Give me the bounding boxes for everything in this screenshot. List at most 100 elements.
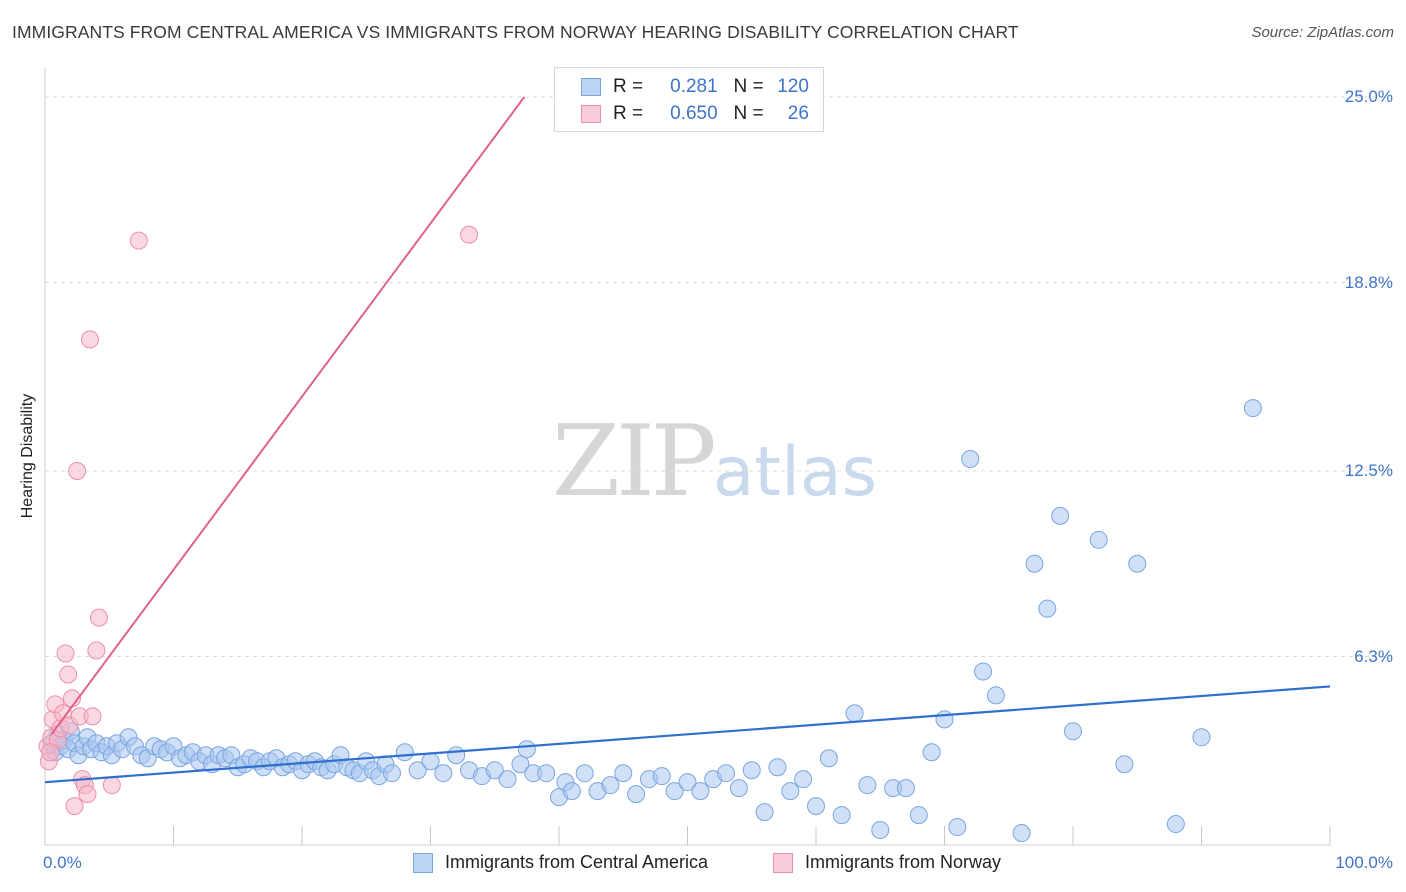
source-label: Source: ZipAtlas.com bbox=[1251, 24, 1394, 41]
pink-legend-icon bbox=[773, 852, 793, 873]
r-value: 0.281 bbox=[670, 76, 718, 97]
axes bbox=[44, 68, 1331, 846]
central-america-point bbox=[909, 806, 928, 825]
central-america-point bbox=[922, 743, 941, 762]
x-tick-label-min: 0.0% bbox=[43, 853, 82, 872]
central-america-point bbox=[614, 764, 633, 783]
central-america-point bbox=[1192, 728, 1211, 747]
trend-lines bbox=[44, 96, 1331, 784]
central-america-point bbox=[986, 686, 1005, 705]
norway-point bbox=[65, 797, 84, 816]
central-america-point bbox=[742, 761, 761, 780]
central-america-point bbox=[1038, 599, 1057, 618]
legend-item-central-america: Immigrants from Central America bbox=[413, 852, 708, 873]
central-america-point bbox=[408, 761, 427, 780]
n-value: 26 bbox=[782, 103, 809, 124]
norway-point bbox=[83, 707, 102, 726]
central-america-point bbox=[755, 803, 774, 822]
central-america-point bbox=[935, 710, 954, 729]
central-america-point bbox=[832, 806, 851, 825]
central-america-point bbox=[896, 779, 915, 798]
central-america-point bbox=[562, 782, 581, 801]
blue-legend-icon bbox=[413, 852, 433, 873]
central-america-point bbox=[768, 758, 787, 777]
central-america-point bbox=[1128, 554, 1147, 573]
n-value: 120 bbox=[777, 76, 809, 97]
central-america-point bbox=[691, 782, 710, 801]
central-america-point bbox=[1166, 815, 1185, 834]
x-tick-label-max: 100.0% bbox=[1335, 853, 1393, 872]
central-america-points bbox=[42, 399, 1262, 843]
central-america-point bbox=[1025, 554, 1044, 573]
central-america-point bbox=[781, 782, 800, 801]
y-tick-label: 12.5% bbox=[1344, 461, 1393, 480]
chart-title: IMMIGRANTS FROM CENTRAL AMERICA VS IMMIG… bbox=[12, 22, 1019, 42]
blue-swatch-icon bbox=[581, 78, 601, 96]
norway-point bbox=[89, 608, 108, 627]
central-america-point bbox=[948, 818, 967, 837]
n-label: N = bbox=[733, 103, 764, 124]
central-america-point bbox=[382, 764, 401, 783]
central-america-point bbox=[1243, 399, 1262, 418]
norway-point bbox=[68, 462, 87, 480]
central-america-point bbox=[1089, 530, 1108, 549]
norway-point bbox=[460, 225, 479, 244]
central-america-point bbox=[537, 764, 556, 783]
central-america-point bbox=[1051, 506, 1070, 525]
central-america-point bbox=[717, 764, 736, 783]
central-america-point bbox=[819, 749, 838, 768]
n-label: N = bbox=[733, 76, 764, 97]
legend-label-norway: Immigrants from Norway bbox=[805, 852, 1002, 872]
norway-point bbox=[129, 231, 148, 250]
central-america-point bbox=[511, 755, 530, 774]
correlation-legend: R = 0.281 N = 120 R = 0.650 N = 26 bbox=[554, 67, 824, 132]
norway-point bbox=[80, 330, 99, 349]
central-america-point bbox=[485, 761, 504, 780]
r-label: R = bbox=[613, 76, 644, 97]
central-america-point bbox=[447, 746, 466, 765]
central-america-point bbox=[1115, 755, 1134, 774]
legend-item-norway: Immigrants from Norway bbox=[773, 852, 1001, 873]
norway-trend-line bbox=[50, 96, 526, 735]
central-america-point bbox=[1064, 722, 1082, 741]
central-america-point bbox=[575, 764, 594, 783]
central-america-point bbox=[434, 764, 453, 783]
r-value: 0.650 bbox=[670, 103, 718, 124]
norway-point bbox=[87, 641, 106, 660]
central-america-point bbox=[421, 752, 440, 771]
legend-row-norway: R = 0.650 N = 26 bbox=[581, 102, 809, 126]
norway-point bbox=[102, 776, 121, 795]
r-label: R = bbox=[613, 103, 644, 124]
legend-label-central-america: Immigrants from Central America bbox=[445, 852, 709, 872]
norway-points bbox=[38, 225, 479, 816]
y-tick-label: 18.8% bbox=[1344, 272, 1393, 292]
grid-lines bbox=[45, 96, 1390, 658]
norway-point bbox=[41, 743, 60, 762]
central-america-point bbox=[627, 785, 646, 804]
pink-swatch-icon bbox=[581, 105, 601, 123]
central-america-point bbox=[517, 740, 536, 759]
central-america-point bbox=[498, 770, 517, 789]
central-america-point bbox=[858, 776, 877, 795]
central-america-point bbox=[665, 782, 684, 801]
central-america-point bbox=[807, 797, 825, 816]
central-america-trend-line bbox=[44, 685, 1331, 784]
central-america-point bbox=[961, 450, 980, 469]
central-america-point bbox=[845, 704, 864, 723]
y-axis-label: Hearing Disability bbox=[19, 393, 36, 519]
central-america-point bbox=[678, 773, 697, 792]
central-america-point bbox=[871, 821, 890, 840]
legend-row-central-america: R = 0.281 N = 120 bbox=[581, 75, 809, 99]
norway-point bbox=[56, 644, 75, 663]
central-america-point bbox=[1012, 824, 1031, 843]
central-america-point bbox=[794, 770, 813, 789]
norway-point bbox=[78, 785, 97, 804]
y-tick-label: 25.0% bbox=[1344, 87, 1393, 106]
norway-point bbox=[59, 665, 78, 684]
central-america-point bbox=[395, 743, 414, 762]
central-america-point bbox=[601, 776, 620, 795]
y-tick-label: 6.3% bbox=[1354, 646, 1393, 666]
central-america-point bbox=[652, 767, 671, 786]
central-america-point bbox=[729, 779, 748, 798]
